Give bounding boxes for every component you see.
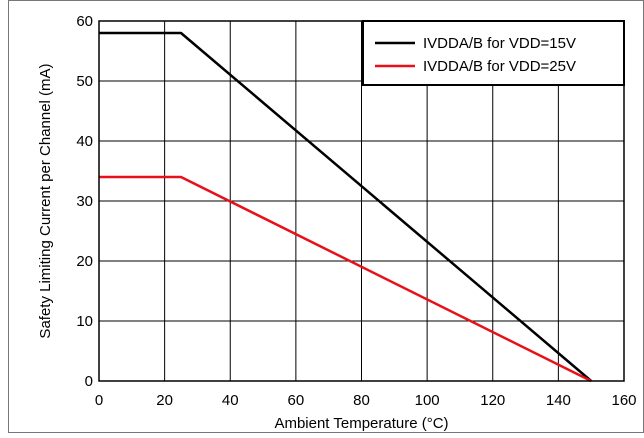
y-tick-label: 60 — [76, 13, 93, 30]
x-tick-label: 40 — [222, 392, 239, 409]
series-layer — [99, 31, 593, 383]
y-tick-label: 20 — [76, 253, 93, 270]
x-axis-ticks: 0 20 40 60 80 100 120 140 160 — [95, 392, 637, 409]
legend: IVDDA/B for VDD=15V IVDDA/B for VDD=25V — [362, 20, 625, 86]
x-tick-label: 160 — [611, 392, 636, 409]
legend-label-2: IVDDA/B for VDD=25V — [423, 58, 576, 75]
y-tick-label: 40 — [76, 133, 93, 150]
x-axis-label: Ambient Temperature (°C) — [274, 415, 448, 432]
y-tick-label: 30 — [76, 193, 93, 210]
y-axis-ticks: 0 10 20 30 40 50 60 — [76, 13, 93, 390]
x-tick-label: 80 — [353, 392, 370, 409]
x-tick-label: 60 — [288, 392, 305, 409]
legend-box — [362, 20, 625, 86]
series-line-2 — [99, 175, 592, 383]
y-tick-label: 0 — [85, 373, 93, 390]
legend-label-1: IVDDA/B for VDD=15V — [423, 35, 576, 52]
y-tick-label: 50 — [76, 73, 93, 90]
plot-frame — [98, 20, 625, 382]
y-tick-label: 10 — [76, 313, 93, 330]
x-tick-label: 120 — [480, 392, 505, 409]
x-tick-label: 100 — [415, 392, 440, 409]
y-axis-label: Safety Limiting Current per Channel (mA) — [37, 63, 54, 338]
x-tick-label: 0 — [95, 392, 103, 409]
x-tick-label: 140 — [546, 392, 571, 409]
x-tick-label: 20 — [156, 392, 173, 409]
series-line-1 — [99, 31, 593, 382]
